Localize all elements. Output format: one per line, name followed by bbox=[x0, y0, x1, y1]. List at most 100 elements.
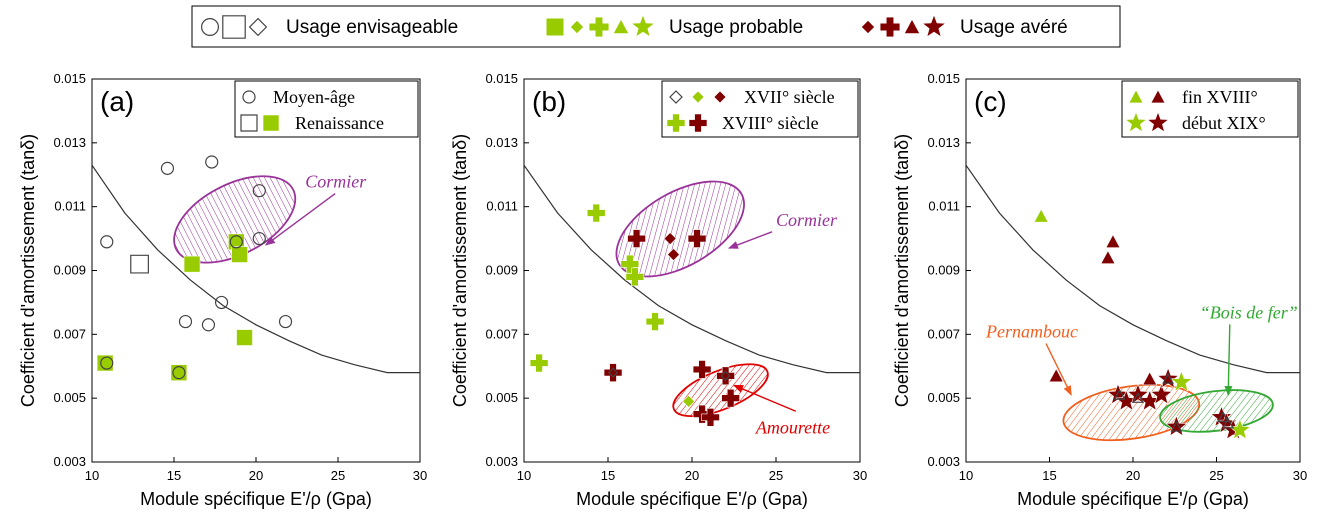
legend-symbol-star bbox=[1146, 111, 1170, 133]
x-tick-label: 30 bbox=[1293, 468, 1307, 483]
data-point-circle bbox=[100, 356, 114, 370]
data-point-diamond bbox=[667, 248, 680, 261]
reference-curve bbox=[966, 164, 1300, 374]
plot-area bbox=[91, 78, 421, 463]
y-tick-label: 0.015 bbox=[53, 71, 86, 86]
annotation-label: “Bois de fer” bbox=[1200, 302, 1298, 322]
panel-legend: Moyen-âge Renaissance bbox=[234, 80, 419, 138]
panel-legend-label: XVIII° siècle bbox=[722, 113, 819, 133]
legend-symbol-diamond bbox=[669, 90, 683, 104]
y-axis-label: Coefficient d'amortissement (tanδ) bbox=[892, 134, 912, 407]
global-legend-symbol-cross bbox=[879, 16, 901, 38]
plot-content bbox=[92, 155, 420, 381]
y-tick-label: 0.005 bbox=[53, 390, 86, 405]
panel-label: (c) bbox=[974, 86, 1007, 117]
y-tick-label: 0.003 bbox=[927, 454, 960, 469]
data-point-cross bbox=[529, 353, 549, 373]
data-point-circle bbox=[205, 155, 219, 169]
data-point-cross bbox=[692, 360, 712, 379]
plot-content bbox=[524, 164, 860, 427]
data-point-triangle bbox=[1132, 392, 1144, 403]
global-legend-symbol-diamond bbox=[569, 19, 585, 35]
y-tick-label: 0.005 bbox=[927, 390, 960, 405]
x-tick-label: 20 bbox=[249, 468, 263, 483]
y-tick-label: 0.009 bbox=[485, 263, 518, 278]
x-tick-label: 10 bbox=[517, 468, 531, 483]
y-tick-label: 0.013 bbox=[485, 135, 518, 150]
data-point-circle bbox=[178, 314, 193, 329]
x-tick-label: 20 bbox=[1126, 468, 1140, 483]
y-tick-label: 0.011 bbox=[486, 199, 518, 214]
data-point-triangle bbox=[1217, 411, 1230, 423]
annotation-arrow bbox=[1045, 343, 1072, 396]
global-legend-frame bbox=[191, 5, 1121, 48]
y-tick-label: 0.007 bbox=[53, 326, 86, 341]
x-axis-label: Module spécifique E'/ρ (Gpa) bbox=[576, 489, 808, 509]
data-point-cross bbox=[687, 229, 707, 248]
data-point-triangle bbox=[1142, 371, 1158, 386]
data-point-diamond bbox=[682, 394, 696, 408]
data-point-circle bbox=[252, 184, 266, 198]
panel-legend-frame bbox=[1121, 80, 1299, 138]
global-legend-symbol-triangle bbox=[903, 18, 921, 34]
data-point-triangle bbox=[1170, 420, 1183, 432]
legend-symbol-square bbox=[240, 114, 258, 132]
panel-legend: XVII° siècle XVIII° siècle bbox=[661, 80, 859, 138]
global-legend-symbol-square bbox=[545, 17, 565, 37]
data-point-circle bbox=[160, 161, 175, 175]
data-point-cross bbox=[721, 388, 740, 408]
global-legend-symbol-star bbox=[921, 14, 947, 38]
x-tick-label: 20 bbox=[685, 468, 699, 483]
global-legend-symbol-square bbox=[222, 15, 246, 39]
data-point-triangle bbox=[1100, 250, 1116, 264]
ellipse-amourette bbox=[672, 363, 769, 418]
global-legend-symbol-cross bbox=[588, 16, 610, 38]
x-tick-label: 30 bbox=[413, 468, 427, 483]
data-point-triangle bbox=[1222, 417, 1235, 429]
panel-legend-label: Moyen-âge bbox=[273, 87, 355, 107]
data-point-cross bbox=[586, 203, 606, 223]
data-point-cross bbox=[625, 267, 645, 287]
annotation-arrow bbox=[1224, 324, 1233, 396]
x-tick-label: 30 bbox=[853, 468, 867, 483]
y-tick-label: 0.003 bbox=[53, 454, 86, 469]
data-point-triangle bbox=[1113, 388, 1126, 400]
data-point-square bbox=[231, 246, 248, 263]
reference-curve bbox=[92, 164, 420, 374]
global-legend-label: Usage avéré bbox=[960, 17, 1068, 38]
y-tick-label: 0.005 bbox=[485, 390, 518, 405]
data-point-cross bbox=[716, 366, 735, 386]
panel-label: (a) bbox=[100, 86, 134, 117]
data-point-square bbox=[96, 354, 114, 372]
annotation-arrow bbox=[265, 192, 336, 246]
data-point-cross bbox=[645, 312, 665, 331]
data-point-circle bbox=[252, 231, 266, 246]
global-legend-label: Usage probable bbox=[669, 17, 803, 38]
x-tick-label: 10 bbox=[85, 468, 99, 483]
global-legend-symbol-diamond bbox=[248, 17, 268, 37]
data-point-square bbox=[183, 255, 201, 273]
x-tick-label: 15 bbox=[1042, 468, 1056, 483]
data-point-circle bbox=[229, 235, 243, 249]
global-legend: Usage envisageable Usage probable Usage av… bbox=[191, 5, 1121, 48]
panel-1: 10 15 20 25 30 0.003 0.005 0.007 0.009 0.011 0.013… bbox=[450, 71, 867, 509]
y-tick-label: 0.009 bbox=[53, 263, 86, 278]
x-axis-label: Module spécifique E'/ρ (Gpa) bbox=[1017, 489, 1249, 509]
global-legend-symbol-diamond bbox=[860, 19, 876, 35]
y-tick-label: 0.013 bbox=[53, 135, 86, 150]
data-point-circle bbox=[172, 366, 186, 380]
data-point-circle bbox=[214, 295, 229, 310]
data-point-cross bbox=[701, 408, 720, 427]
legend-symbol-triangle bbox=[1150, 89, 1166, 104]
x-axis-label: Module spécifique E'/ρ (Gpa) bbox=[140, 489, 372, 509]
legend-symbol-triangle bbox=[1128, 89, 1144, 104]
panel-legend-label: Renaissance bbox=[295, 113, 384, 133]
data-point-circle bbox=[201, 318, 216, 332]
y-tick-label: 0.013 bbox=[927, 135, 960, 150]
data-point-square bbox=[236, 329, 253, 346]
data-point-cross bbox=[603, 363, 623, 382]
x-tick-label: 25 bbox=[1209, 468, 1223, 483]
data-point-diamond bbox=[607, 367, 619, 378]
panel-0: 10 15 20 25 30 0.003 0.005 0.007 0.009 0.011 0.013… bbox=[18, 71, 427, 509]
legend-symbol-square bbox=[262, 114, 280, 132]
